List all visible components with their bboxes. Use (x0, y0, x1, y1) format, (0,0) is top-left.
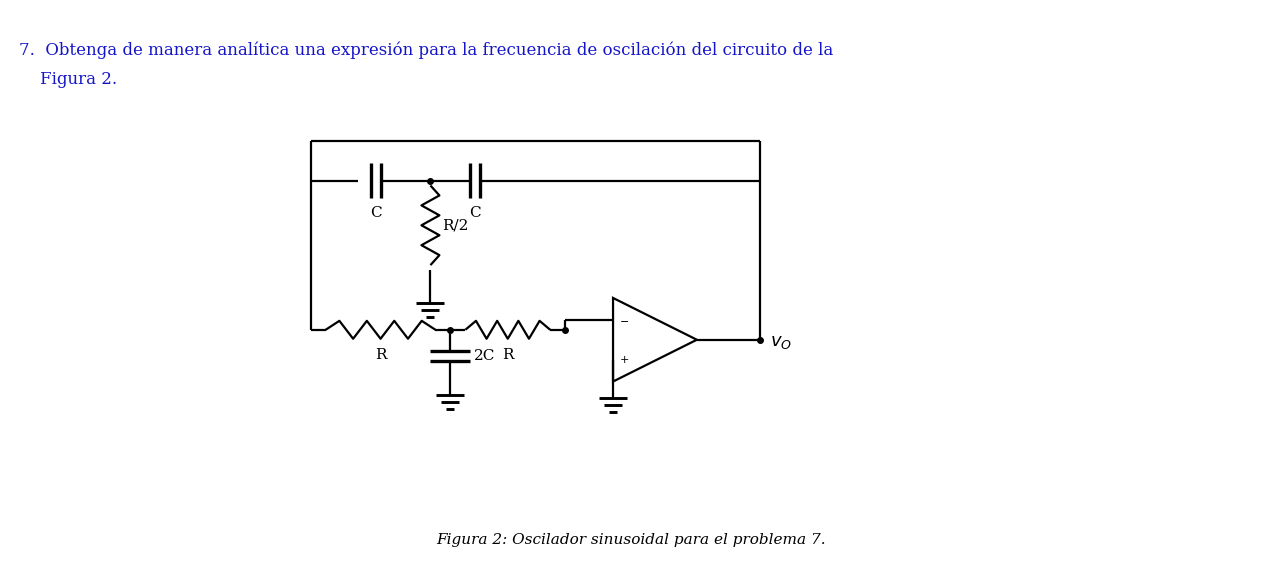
Text: R/2: R/2 (443, 218, 468, 232)
Text: 2C: 2C (475, 348, 496, 363)
Text: 7.  Obtenga de manera analítica una expresión para la frecuencia de oscilación d: 7. Obtenga de manera analítica una expre… (19, 41, 834, 58)
Text: R: R (375, 348, 386, 362)
Text: Figura 2.: Figura 2. (19, 71, 117, 88)
Text: $-$: $-$ (620, 315, 630, 325)
Text: $+$: $+$ (620, 354, 630, 366)
Text: C: C (370, 206, 381, 221)
Text: Figura 2: Oscilador sinusoidal para el problema 7.: Figura 2: Oscilador sinusoidal para el p… (437, 533, 825, 547)
Text: C: C (469, 206, 481, 221)
Text: R: R (502, 348, 514, 362)
Text: $v_{\mathit{O}}$: $v_{\mathit{O}}$ (770, 333, 791, 351)
